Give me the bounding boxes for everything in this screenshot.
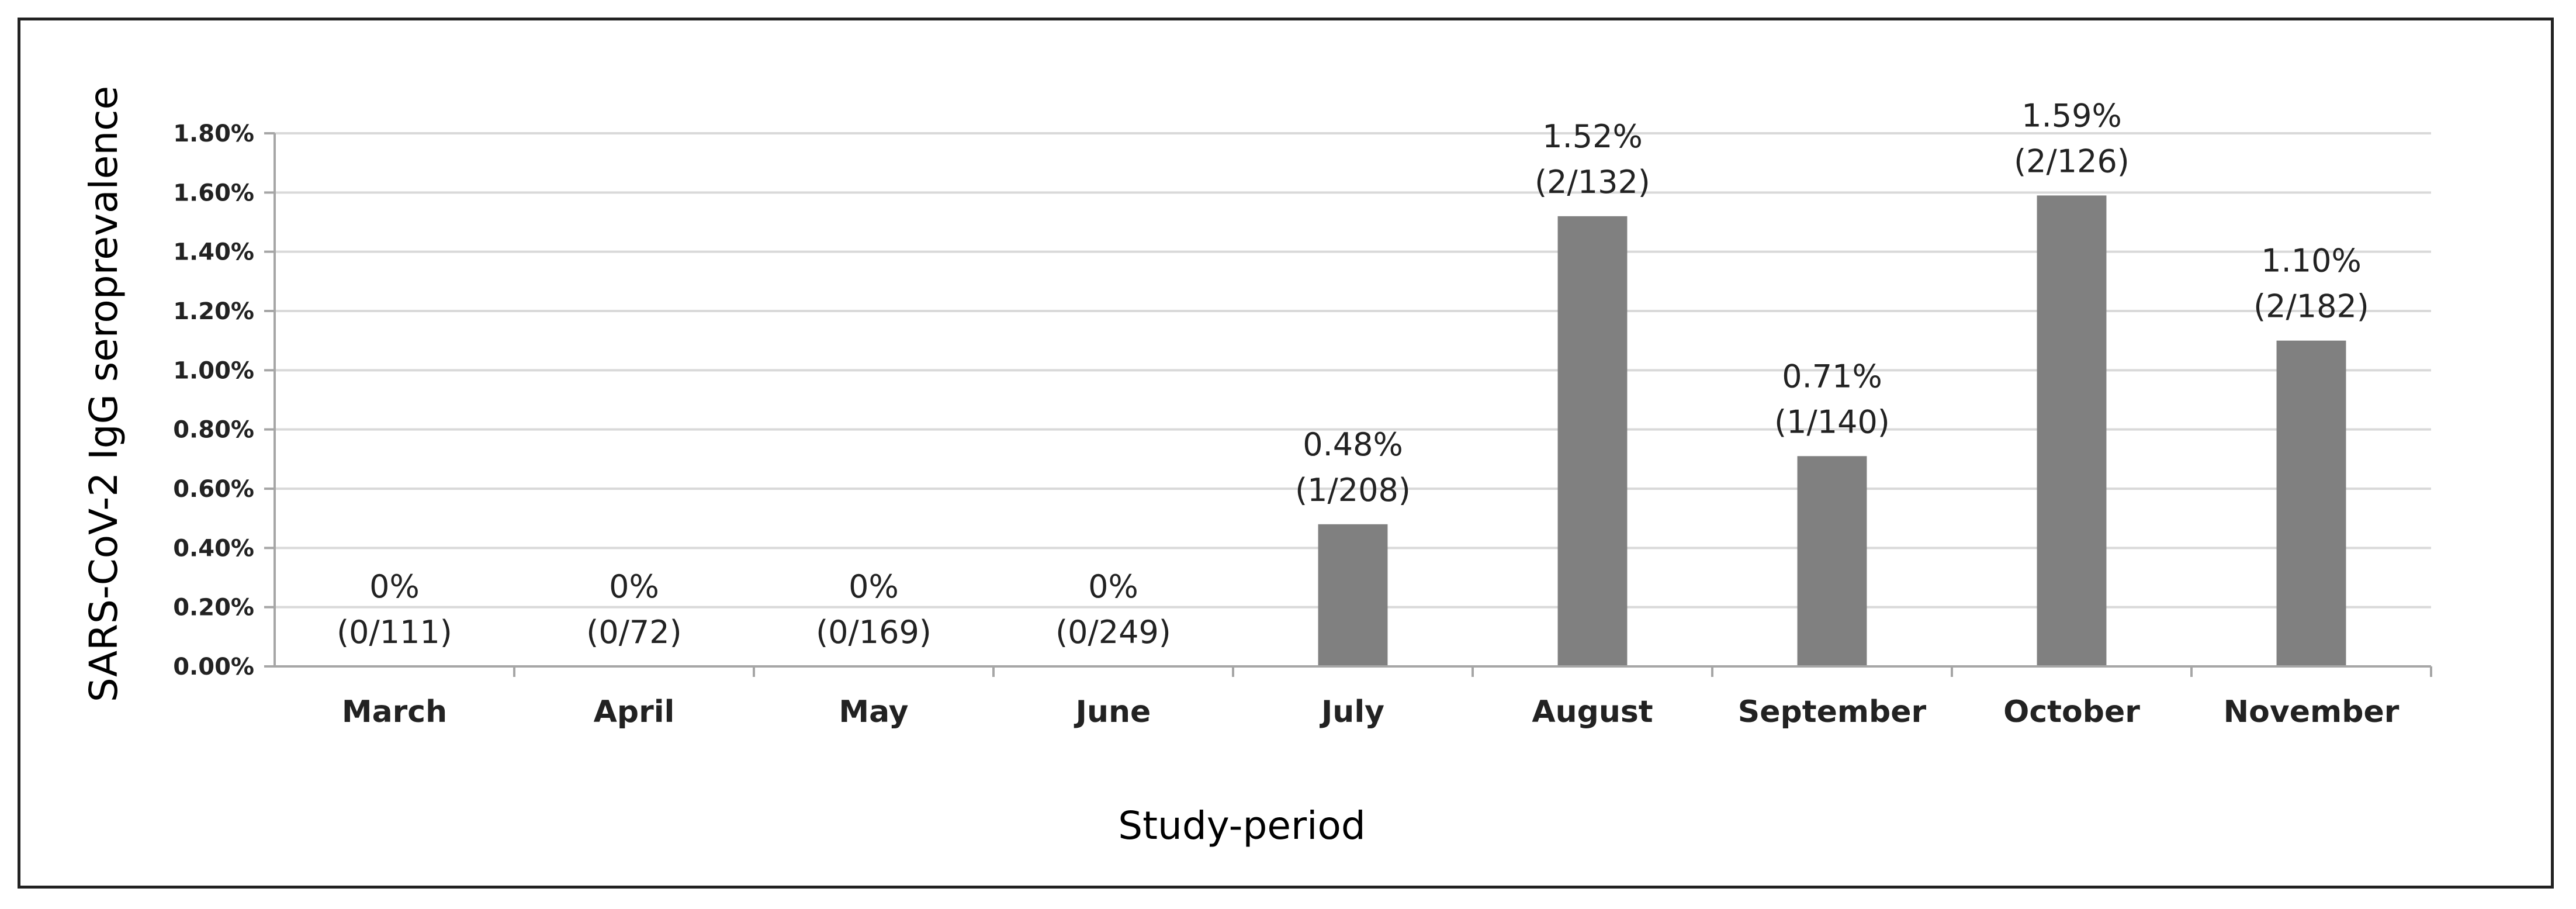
x-axis-title: Study-period [1118,803,1365,848]
y-tick-label: 1.40% [173,239,254,266]
x-tick-label: August [1532,694,1653,730]
x-tick-label: June [1074,694,1151,730]
x-tick-label: October [2003,694,2140,730]
y-tick-label: 1.80% [173,120,254,147]
data-label-percent: 0% [609,568,659,605]
bar-november [2276,340,2346,666]
y-tick-label: 1.60% [173,179,254,206]
y-tick-label: 0.00% [173,654,254,680]
bar-chart: 0.00% 0.20% 0.40% 0.60% 0.80% 1.00% 1.20% 1.40%… [81,86,2432,848]
bar-october [2037,195,2107,666]
data-label-percent: 0% [369,568,420,605]
x-tick-label: April [594,694,675,730]
data-label-ratio: (0/72) [586,614,681,651]
data-label-percent: 1.52% [1542,118,1643,155]
data-label-percent: 1.59% [2021,97,2122,134]
data-label-ratio: (2/182) [2253,288,2369,325]
y-tick-label: 0.40% [173,535,254,562]
data-label-percent: 0% [1088,568,1138,605]
data-label-percent: 0.71% [1782,358,1882,395]
bar-september [1797,456,1867,666]
y-tick-label: 0.20% [173,595,254,621]
data-label-percent: 1.10% [2261,243,2362,279]
data-label-percent: 0.48% [1303,426,1403,463]
y-tick-label: 1.20% [173,298,254,325]
data-label-ratio: (0/249) [1055,614,1171,651]
data-label-percent: 0% [849,568,899,605]
data-label-ratio: (2/132) [1535,164,1650,201]
x-tick-label: September [1738,694,1927,730]
x-tick-label: November [2224,694,2400,730]
bars [1318,195,2346,666]
data-label-ratio: (1/140) [1774,403,1890,440]
y-axis-title: SARS-CoV-2 IgG seroprevalence [81,86,126,702]
data-label-ratio: (0/111) [337,614,452,651]
data-label-ratio: (0/169) [816,614,932,651]
axes: 0.00% 0.20% 0.40% 0.60% 0.80% 1.00% 1.20% 1.40%… [173,120,2432,730]
x-tick-label: March [342,694,447,730]
x-tick-label: July [1320,694,1384,730]
data-label-ratio: (1/208) [1295,472,1411,509]
gridlines [275,132,2431,609]
bar-august [1557,216,1628,666]
y-tick-label: 1.00% [173,357,254,384]
data-label-ratio: (2/126) [2014,143,2130,179]
data-labels: 0% (0/111) 0% (0/72) 0% (0/169) 0% (0/249) 0.48%… [337,97,2369,651]
y-tick-label: 0.80% [173,417,254,444]
x-tick-label: May [839,694,908,730]
y-tick-label: 0.60% [173,476,254,503]
bar-july [1318,524,1388,666]
chart-frame: 0.00% 0.20% 0.40% 0.60% 0.80% 1.00% 1.20% 1.40%… [18,18,2554,889]
